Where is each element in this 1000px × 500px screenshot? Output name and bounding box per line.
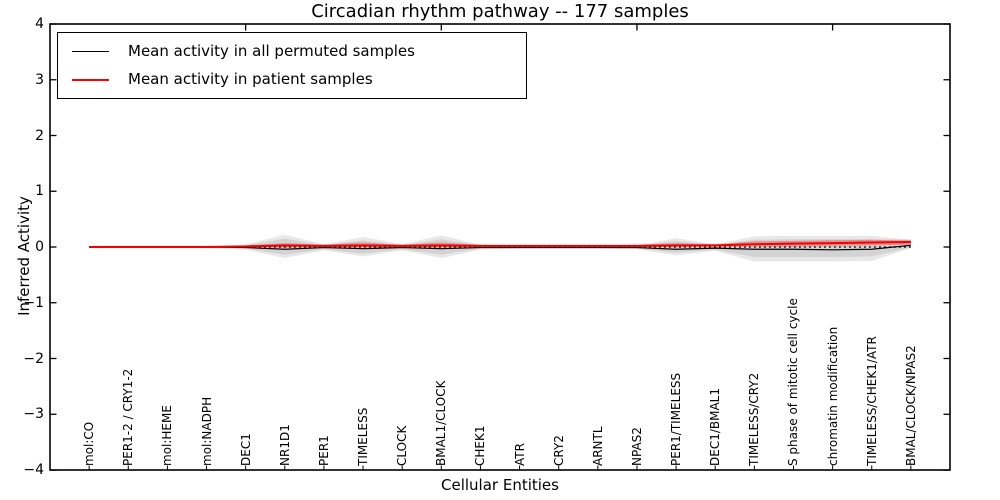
- y-axis-label: Inferred Activity: [15, 196, 33, 316]
- x-entity-label: mol:CO: [82, 421, 97, 466]
- patient-line-sample: [72, 78, 109, 81]
- x-entity-label: TIMELESS/CHEK1/ATR: [864, 336, 879, 466]
- y-tick-label: −1: [23, 294, 44, 311]
- x-entity-label: CRY2: [551, 435, 566, 466]
- legend-entry-permuted: Mean activity in all permuted samples: [72, 42, 520, 61]
- permuted-line-sample: [72, 50, 109, 53]
- chart-title: Circadian rhythm pathway -- 177 samples: [311, 1, 689, 22]
- x-entity-label: PER1: [316, 435, 331, 466]
- x-entity-label: mol:HEME: [160, 405, 175, 466]
- x-entity-label: PER1/TIMELESS: [669, 372, 684, 466]
- legend-label-patient: Mean activity in patient samples: [128, 70, 373, 88]
- x-entity-label: DEC1: [238, 433, 253, 466]
- y-tick-label: 4: [35, 16, 44, 32]
- x-entity-label: ARNTL: [590, 426, 605, 466]
- y-tick-label: 2: [35, 127, 44, 144]
- x-entity-label: TIMELESS/CRY2: [747, 372, 762, 466]
- legend-label-permuted: Mean activity in all permuted samples: [128, 42, 415, 60]
- x-entity-label: DEC1/BMAL1: [708, 388, 723, 466]
- y-tick-label: −2: [23, 350, 44, 367]
- x-entity-label: NPAS2: [629, 427, 644, 466]
- patient-mean-line: [89, 240, 911, 248]
- legend-entry-patient: Mean activity in patient samples: [72, 70, 520, 89]
- x-entity-label: TIMELESS: [356, 407, 371, 466]
- x-entity-label: S phase of mitotic cell cycle: [786, 298, 801, 466]
- y-tick-label: 3: [35, 71, 44, 88]
- y-tick-label: −3: [23, 406, 44, 423]
- x-entity-label: ATR: [512, 443, 527, 466]
- x-entity-label: BMAL1/CLOCK: [434, 380, 449, 467]
- x-entity-label: CLOCK: [395, 425, 410, 466]
- y-tick-label: 1: [35, 183, 44, 200]
- legend: Mean activity in all permuted samples Me…: [57, 32, 527, 99]
- x-entity-label: mol:NADPH: [199, 396, 214, 466]
- x-entity-label: PER1-2 / CRY1-2: [121, 368, 136, 466]
- y-tick-label: 0: [35, 239, 44, 255]
- x-entity-label: NR1D1: [277, 424, 292, 466]
- x-axis-label: Cellular Entities: [441, 476, 559, 494]
- x-entity-label: chromatin modification: [825, 326, 840, 466]
- y-tick-label: −4: [23, 462, 44, 478]
- x-entity-label: CHEK1: [473, 425, 488, 467]
- x-entity-label: BMAL/CLOCK/NPAS2: [903, 345, 918, 466]
